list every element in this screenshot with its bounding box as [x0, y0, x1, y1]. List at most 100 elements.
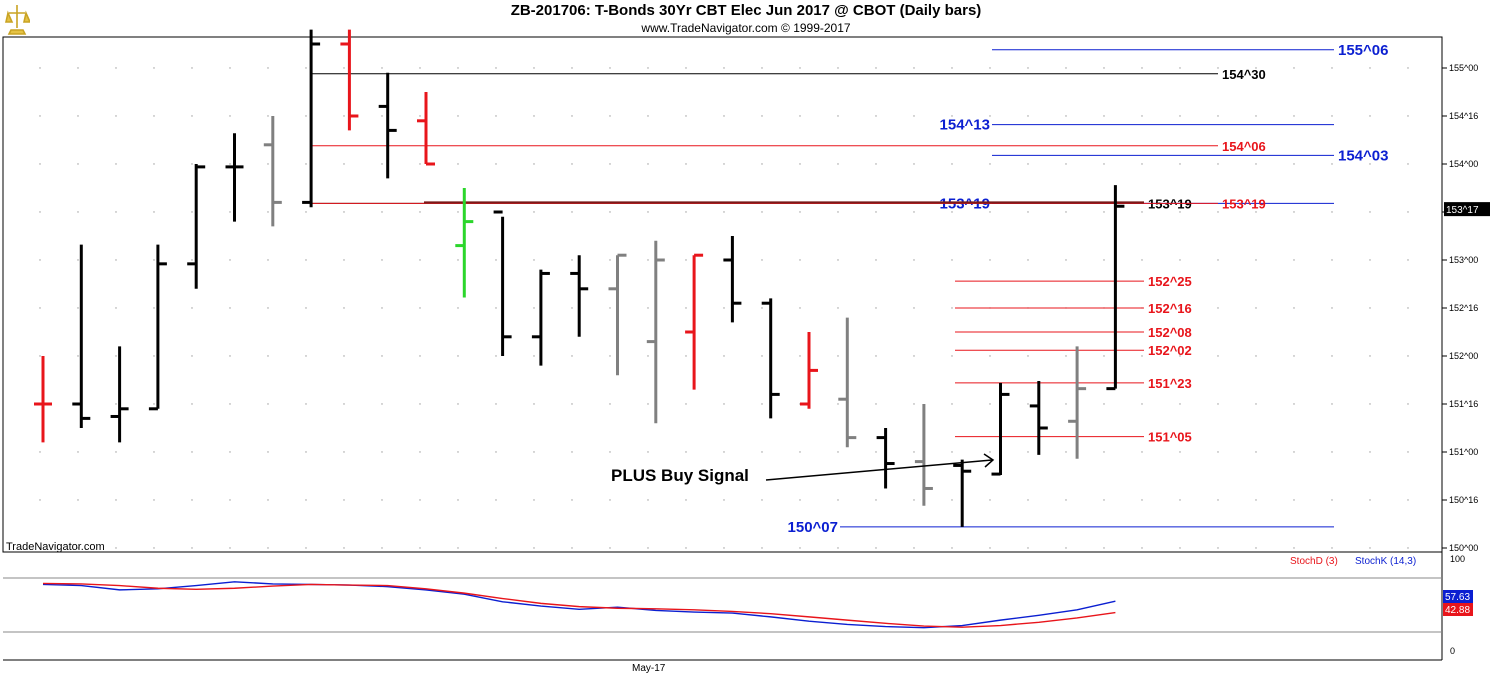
grid-dot [1369, 67, 1371, 69]
ohlc-bar [723, 236, 742, 323]
grid-dot [1179, 451, 1181, 453]
ohlc-bar [110, 346, 129, 443]
grid-dot [153, 259, 155, 261]
stochk-value: 57.63 [1445, 592, 1470, 603]
grid-dot [1179, 547, 1181, 549]
grid-dot [685, 211, 687, 213]
ohlc-bar [761, 298, 780, 419]
stoch-axis-0: 0 [1450, 646, 1455, 656]
grid-dot [951, 451, 953, 453]
grid-dot [495, 451, 497, 453]
grid-dot [951, 307, 953, 309]
ohlc-bar [378, 72, 397, 179]
grid-dot [533, 451, 535, 453]
grid-dot [381, 211, 383, 213]
grid-dot [115, 451, 117, 453]
chart-frame [2, 36, 1443, 660]
grid-dot [153, 115, 155, 117]
grid-dot [1141, 259, 1143, 261]
last-price-label: 153^17 [1446, 205, 1479, 216]
grid-dot [533, 211, 535, 213]
grid-dot [913, 259, 915, 261]
grid-dot [761, 163, 763, 165]
grid-dot [39, 547, 41, 549]
grid-dot [799, 451, 801, 453]
level-label: 152^02 [1148, 343, 1192, 358]
grid-dot [875, 163, 877, 165]
grid-dot [761, 211, 763, 213]
grid-dot [1065, 163, 1067, 165]
grid-dot [419, 211, 421, 213]
grid-dot [1331, 211, 1333, 213]
grid-dot [609, 355, 611, 357]
grid-dot [723, 355, 725, 357]
grid-dot [913, 355, 915, 357]
grid-dot [647, 451, 649, 453]
ohlc-bar [646, 240, 665, 424]
grid-dot [875, 211, 877, 213]
grid-dot [647, 355, 649, 357]
grid-dot [495, 307, 497, 309]
grid-dot [875, 67, 877, 69]
grid-dot [799, 211, 801, 213]
grid-dot [77, 355, 79, 357]
grid-dot [1141, 499, 1143, 501]
grid-dot [1369, 355, 1371, 357]
grid-dot [381, 163, 383, 165]
grid-dot [609, 307, 611, 309]
grid-dot [1407, 403, 1409, 405]
grid-dot [77, 499, 79, 501]
stochd-legend: StochD (3) [1290, 556, 1338, 567]
grid-dot [39, 259, 41, 261]
ohlc-bar [72, 244, 91, 428]
grid-dot [647, 547, 649, 549]
grid-dot [761, 115, 763, 117]
grid-dot [685, 499, 687, 501]
grid-dot [267, 163, 269, 165]
grid-dot [39, 307, 41, 309]
level-label: 155^06 [1338, 42, 1388, 59]
grid-dot [305, 403, 307, 405]
grid-dot [457, 499, 459, 501]
y-tick-label: 152^16 [1449, 303, 1478, 313]
grid-dot [343, 115, 345, 117]
grid-dot [1179, 355, 1181, 357]
grid-dot [913, 163, 915, 165]
grid-dot [1141, 67, 1143, 69]
grid-dot [1369, 163, 1371, 165]
grid-dot [267, 451, 269, 453]
grid-dot [913, 451, 915, 453]
level-label: 154^06 [1222, 139, 1266, 154]
grid-dot [77, 547, 79, 549]
grid-dot [609, 115, 611, 117]
grid-dot [229, 355, 231, 357]
grid-dot [875, 547, 877, 549]
grid-dot [685, 115, 687, 117]
grid-dot [1141, 115, 1143, 117]
grid-dot [1255, 67, 1257, 69]
grid-dot [39, 451, 41, 453]
grid-dot [305, 67, 307, 69]
stochk-value-box [1443, 590, 1473, 603]
grid-dot [989, 403, 991, 405]
grid-dot [267, 355, 269, 357]
grid-dot [267, 547, 269, 549]
signal-arrow-head [983, 453, 995, 468]
grid-dot [1331, 403, 1333, 405]
grid-dot [647, 307, 649, 309]
grid-dot [1293, 211, 1295, 213]
grid-dot [419, 403, 421, 405]
grid-dot [609, 499, 611, 501]
grid-dot [1407, 355, 1409, 357]
grid-dot [1369, 307, 1371, 309]
grid-dot [39, 355, 41, 357]
buy-signal-label: PLUS Buy Signal [611, 466, 749, 485]
grid-dot [1065, 211, 1067, 213]
grid-dot [495, 67, 497, 69]
grid-dot [267, 211, 269, 213]
stochd-value: 42.88 [1445, 605, 1470, 616]
grid-dot [229, 211, 231, 213]
grid-dot [115, 211, 117, 213]
grid-dot [1103, 499, 1105, 501]
grid-dot [723, 403, 725, 405]
